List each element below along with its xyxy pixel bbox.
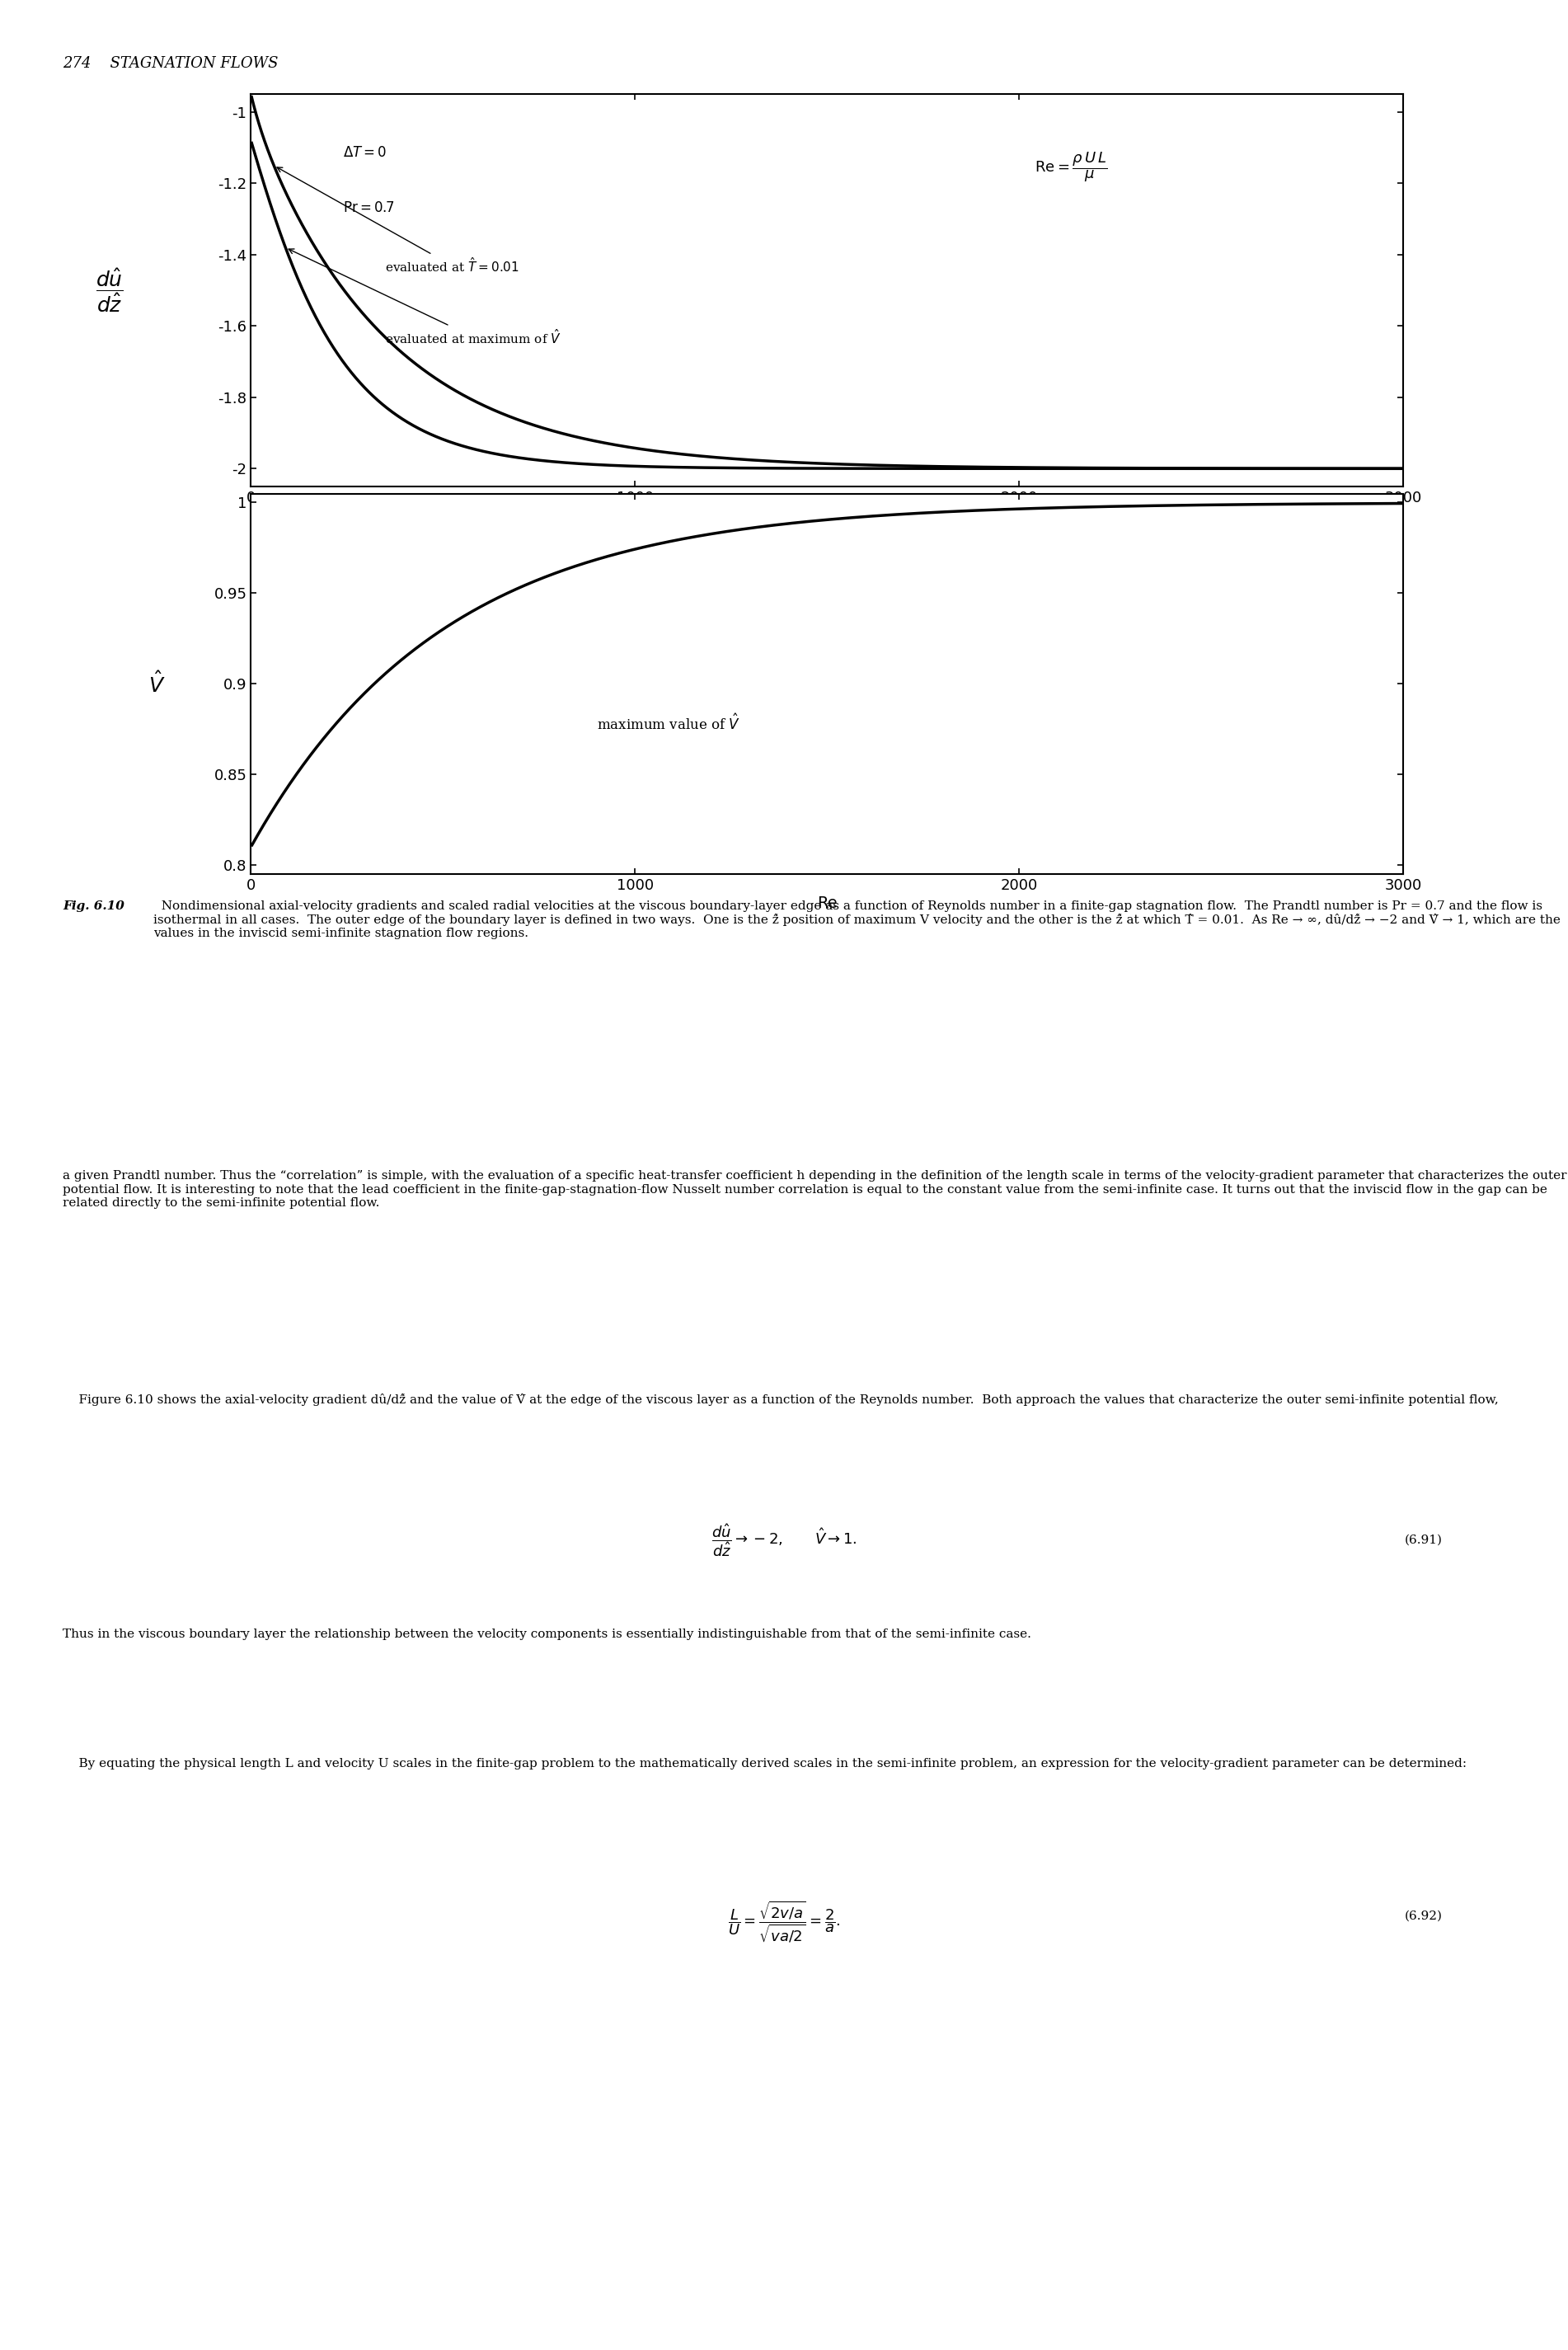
Text: evaluated at $\hat{T}=0.01$: evaluated at $\hat{T}=0.01$: [278, 167, 519, 275]
Text: $\Delta T = 0$: $\Delta T = 0$: [343, 146, 387, 160]
Text: Thus in the viscous boundary layer the relationship between the velocity compone: Thus in the viscous boundary layer the r…: [63, 1629, 1032, 1640]
Text: 274    STAGNATION FLOWS: 274 STAGNATION FLOWS: [63, 56, 278, 70]
X-axis label: Re: Re: [817, 895, 837, 912]
Text: $\dfrac{d\hat{u}}{d\hat{z}}$: $\dfrac{d\hat{u}}{d\hat{z}}$: [96, 266, 124, 315]
Text: Nondimensional axial-velocity gradients and scaled radial velocities at the visc: Nondimensional axial-velocity gradients …: [154, 900, 1560, 940]
Text: Figure 6.10 shows the axial-velocity gradient dû/dź̂ and the value of V̂ at the : Figure 6.10 shows the axial-velocity gra…: [63, 1394, 1499, 1405]
Text: Fig. 6.10: Fig. 6.10: [63, 900, 124, 912]
Text: $\dfrac{d\hat{u}}{d\hat{z}} \rightarrow -2, \qquad \hat{V} \rightarrow 1.$: $\dfrac{d\hat{u}}{d\hat{z}} \rightarrow …: [712, 1523, 856, 1558]
Text: evaluated at maximum of $\hat{V}$: evaluated at maximum of $\hat{V}$: [289, 249, 561, 345]
Text: (6.92): (6.92): [1405, 1911, 1443, 1922]
X-axis label: Re: Re: [817, 508, 837, 524]
Text: By equating the physical length L and velocity U scales in the finite-gap proble: By equating the physical length L and ve…: [63, 1758, 1466, 1770]
Text: $\dfrac{L}{U} = \dfrac{\sqrt{2v/a}}{\sqrt{va/2}} = \dfrac{2}{a}.$: $\dfrac{L}{U} = \dfrac{\sqrt{2v/a}}{\sqr…: [728, 1899, 840, 1943]
Text: a given Prandtl number. Thus the “correlation” is simple, with the evaluation of: a given Prandtl number. Thus the “correl…: [63, 1170, 1566, 1208]
Text: $\mathrm{Pr} = 0.7$: $\mathrm{Pr} = 0.7$: [343, 202, 395, 216]
Text: (6.91): (6.91): [1405, 1535, 1443, 1546]
Text: $\mathrm{Re} = \dfrac{\rho\, U\, L}{\mu}$: $\mathrm{Re} = \dfrac{\rho\, U\, L}{\mu}…: [1035, 150, 1107, 183]
Text: $\hat{V}$: $\hat{V}$: [149, 672, 165, 696]
Text: maximum value of $\hat{V}$: maximum value of $\hat{V}$: [596, 714, 740, 733]
